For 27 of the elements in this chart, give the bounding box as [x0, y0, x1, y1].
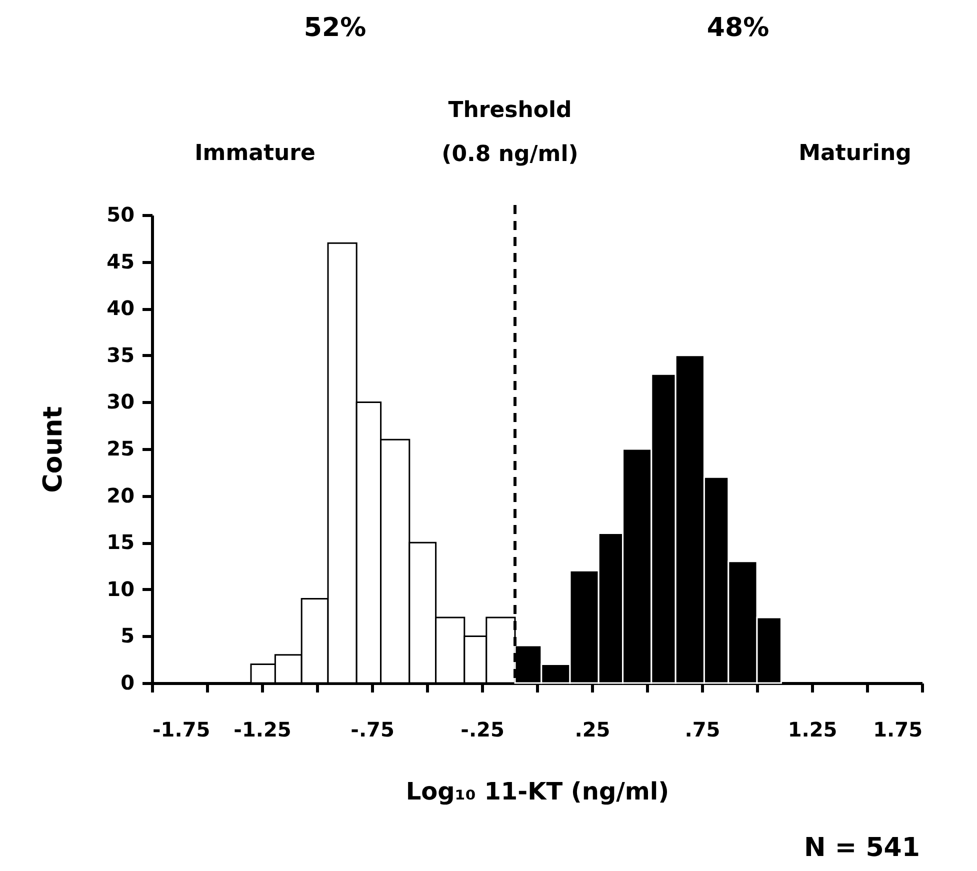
y-tick-label: 10 — [106, 576, 134, 601]
text: Immature — [194, 141, 316, 166]
y-tick-label: 30 — [106, 390, 134, 414]
x-tick-label: .75 — [684, 718, 720, 742]
y-axis-title: Count — [38, 406, 69, 493]
x-tick-label: 1.75 — [873, 718, 922, 742]
x-tick-label: -.75 — [350, 718, 394, 742]
y-tick-label: 15 — [106, 530, 134, 554]
y-tick-label: 0 — [120, 670, 134, 694]
text: Maturing — [798, 141, 912, 166]
text: 52% — [304, 13, 366, 43]
x-axis-title: Log₁₀ 11-KT (ng/ml) — [406, 778, 670, 806]
y-tick-label: 50 — [106, 202, 134, 226]
y-tick-label: 5 — [120, 624, 134, 648]
ref-line-label: Threshold (0.8 ng/ml) — [442, 98, 578, 167]
y-tick-label: 40 — [106, 296, 134, 320]
x-tick-label: .25 — [574, 718, 610, 742]
y-tick-label: 45 — [106, 249, 134, 274]
y-tick-label: 20 — [106, 483, 134, 508]
x-tick-label: -1.75 — [152, 718, 210, 742]
x-tick-label: 1.25 — [788, 718, 838, 742]
x-tick-label: -1.25 — [234, 718, 292, 742]
x-tick-label: -.25 — [460, 718, 504, 742]
text: 48% — [706, 13, 770, 43]
y-tick-label: 25 — [106, 436, 134, 460]
y-tick-label: 35 — [106, 342, 134, 367]
text: N = 541 — [804, 833, 920, 863]
